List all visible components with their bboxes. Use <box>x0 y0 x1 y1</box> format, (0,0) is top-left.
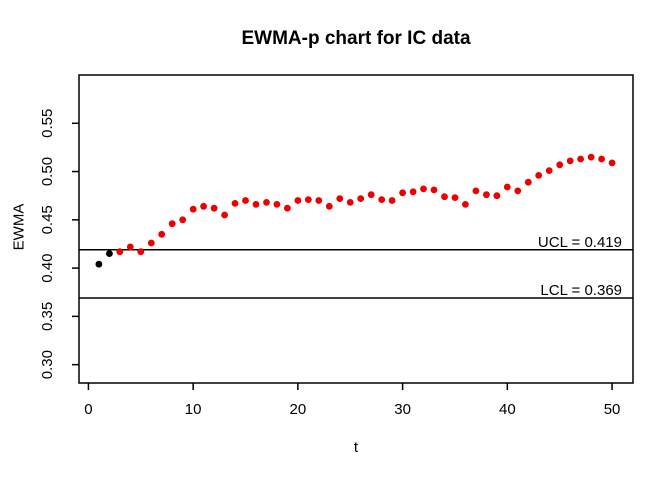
data-point <box>116 248 124 256</box>
data-point <box>441 193 448 201</box>
y-tick-label: 0.35 <box>39 302 56 331</box>
data-point <box>294 197 302 204</box>
x-tick-label: 30 <box>394 401 411 418</box>
data-point <box>514 187 522 195</box>
y-tick-label: 0.30 <box>39 350 56 379</box>
x-tick-label: 10 <box>185 401 202 418</box>
y-tick-label: 0.40 <box>39 254 56 283</box>
data-point <box>179 216 187 224</box>
data-point <box>577 155 584 163</box>
data-point <box>378 196 386 204</box>
data-point <box>95 260 103 268</box>
data-point <box>231 200 239 207</box>
data-point <box>388 197 396 204</box>
data-point <box>158 230 166 238</box>
data-point <box>210 204 218 212</box>
y-tick-label: 0.45 <box>39 205 56 234</box>
data-point <box>430 186 438 194</box>
data-point <box>535 172 543 179</box>
data-point <box>524 178 532 186</box>
ucl-label: UCL = 0.419 <box>537 233 622 251</box>
data-point <box>451 194 459 202</box>
data-point <box>315 197 323 204</box>
data-point <box>284 204 291 212</box>
data-point <box>221 211 229 219</box>
x-axis-title: t <box>353 439 359 456</box>
data-point <box>608 159 616 167</box>
data-point <box>483 191 490 199</box>
data-point <box>336 195 344 203</box>
data-point <box>147 239 155 247</box>
data-point <box>263 199 270 206</box>
data-point <box>304 196 312 204</box>
data-point <box>325 202 333 210</box>
data-point <box>106 250 113 257</box>
data-point <box>242 197 249 204</box>
data-point <box>367 191 375 199</box>
data-point <box>399 189 406 197</box>
data-point <box>462 201 469 208</box>
data-point <box>556 161 564 169</box>
data-point <box>137 248 145 256</box>
x-tick-label: 0 <box>84 401 92 418</box>
data-point <box>420 185 427 193</box>
x-tick-label: 40 <box>499 401 516 418</box>
data-point <box>566 157 574 165</box>
data-point <box>493 192 501 200</box>
y-axis-title: EWMA <box>10 203 28 251</box>
plot-box <box>78 74 634 384</box>
y-tick-label: 0.50 <box>39 157 56 186</box>
data-point <box>503 183 511 191</box>
data-point <box>472 187 480 195</box>
chart-title: EWMA-p chart for IC data <box>241 28 471 49</box>
y-tick-label: 0.55 <box>39 109 56 138</box>
x-tick-label: 50 <box>604 401 621 418</box>
data-point <box>357 195 365 203</box>
data-point <box>346 199 354 206</box>
data-point <box>168 220 176 228</box>
lcl-label: LCL = 0.369 <box>540 282 622 300</box>
data-point <box>545 167 553 175</box>
x-tick-label: 20 <box>290 401 307 418</box>
data-point <box>273 201 281 208</box>
data-point <box>598 155 605 163</box>
data-point <box>200 202 208 210</box>
data-point <box>587 153 595 161</box>
data-point <box>409 188 417 196</box>
data-point <box>126 243 134 251</box>
data-point <box>252 201 260 208</box>
data-point <box>189 205 197 213</box>
